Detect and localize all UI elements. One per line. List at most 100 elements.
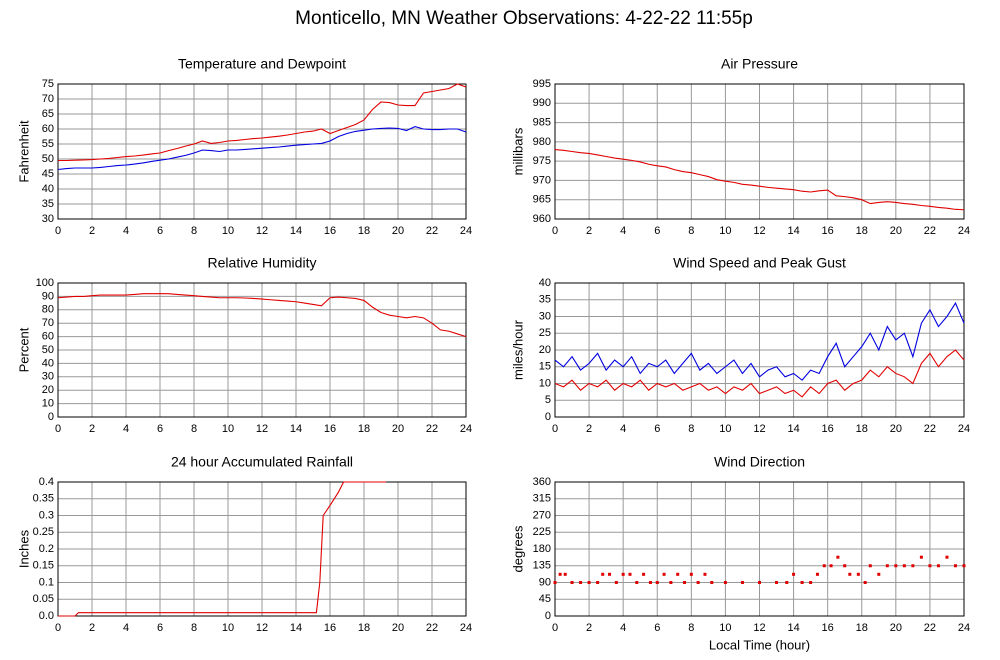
y-tick-label: 15	[539, 361, 551, 373]
data-point	[579, 581, 583, 584]
y-tick-label: 55	[42, 138, 54, 150]
x-tick-label: 22	[924, 225, 936, 237]
data-point	[936, 564, 940, 568]
data-point	[683, 581, 687, 584]
y-tick-label: 40	[42, 357, 54, 369]
x-axis-label: Local Time (hour)	[709, 637, 810, 652]
data-point	[608, 572, 612, 576]
data-line	[554, 349, 965, 398]
data-point	[614, 581, 618, 584]
y-tick-label: 270	[533, 509, 551, 521]
panel-title: Temperature and Dewpoint	[178, 56, 346, 72]
y-tick-label: 360	[533, 476, 551, 488]
plot-frame	[554, 83, 965, 220]
x-tick-label: 2	[586, 225, 592, 237]
x-tick-label: 14	[290, 225, 302, 237]
data-point	[648, 581, 652, 584]
x-tick-label: 6	[654, 225, 660, 237]
x-tick-label: 12	[753, 225, 765, 237]
x-tick-label: 0	[552, 225, 558, 237]
x-tick-label: 6	[157, 622, 163, 634]
x-tick-label: 8	[191, 622, 197, 634]
y-tick-label: 970	[533, 174, 551, 186]
y-axis-label: Inches	[16, 529, 31, 568]
x-tick-label: 10	[719, 423, 731, 435]
data-point	[655, 581, 659, 584]
data-point	[740, 581, 744, 584]
x-tick-label: 2	[586, 423, 592, 435]
data-line	[58, 481, 387, 617]
x-tick-label: 8	[191, 225, 197, 237]
y-tick-label: 20	[539, 344, 551, 356]
y-tick-label: 0.35	[33, 493, 54, 505]
y-tick-label: 980	[533, 136, 551, 148]
x-tick-label: 16	[822, 423, 834, 435]
x-tick-label: 12	[753, 423, 765, 435]
data-point	[902, 564, 906, 568]
data-point	[822, 564, 826, 568]
data-point	[911, 564, 915, 568]
y-tick-label: 0	[48, 411, 54, 423]
y-tick-label: 65	[42, 108, 54, 120]
x-tick-label: 12	[256, 225, 268, 237]
x-tick-label: 14	[787, 225, 799, 237]
data-point	[628, 572, 632, 576]
y-tick-label: 20	[42, 384, 54, 396]
y-axis-label: Percent	[16, 327, 31, 372]
y-tick-label: 990	[533, 97, 551, 109]
x-tick-label: 22	[924, 423, 936, 435]
x-tick-label: 10	[222, 423, 234, 435]
x-tick-label: 18	[856, 423, 868, 435]
data-point	[642, 572, 646, 576]
x-tick-label: 12	[753, 622, 765, 634]
data-point	[815, 572, 819, 576]
x-tick-label: 2	[586, 622, 592, 634]
x-tick-label: 14	[290, 423, 302, 435]
x-tick-label: 18	[856, 225, 868, 237]
data-point	[662, 572, 666, 576]
x-tick-label: 0	[55, 423, 61, 435]
data-point	[863, 581, 867, 584]
y-tick-label: 80	[42, 304, 54, 316]
panel-title: Wind Direction	[714, 454, 805, 470]
page-title: Monticello, MN Weather Observations: 4-2…	[295, 8, 753, 29]
data-point	[919, 555, 923, 559]
plot-frame	[57, 282, 467, 418]
x-tick-label: 20	[392, 423, 404, 435]
y-tick-label: 0.3	[39, 509, 54, 521]
panel-title: 24 hour Accumulated Rainfall	[171, 454, 353, 470]
data-point	[829, 564, 833, 568]
data-point	[635, 581, 639, 584]
x-tick-label: 6	[654, 423, 660, 435]
y-tick-label: 10	[42, 398, 54, 410]
y-axis-label: degrees	[510, 525, 525, 572]
y-tick-label: 35	[539, 294, 551, 306]
x-tick-label: 16	[324, 622, 336, 634]
data-point	[758, 581, 761, 584]
data-line	[554, 149, 965, 211]
data-point	[676, 572, 680, 576]
panel-title: Air Pressure	[721, 56, 798, 72]
panel-title: Relative Humidity	[208, 255, 317, 271]
y-tick-label: 90	[42, 290, 54, 302]
x-tick-label: 0	[55, 225, 61, 237]
data-point	[558, 572, 562, 576]
x-tick-label: 22	[924, 622, 936, 634]
x-tick-label: 8	[688, 423, 694, 435]
data-point	[696, 581, 700, 584]
data-point	[669, 581, 673, 584]
x-tick-label: 24	[460, 225, 472, 237]
y-tick-label: 30	[539, 310, 551, 322]
y-tick-label: 0.05	[33, 593, 54, 605]
data-point	[945, 555, 949, 559]
x-tick-label: 4	[620, 423, 626, 435]
x-tick-label: 14	[290, 622, 302, 634]
y-tick-label: 45	[42, 168, 54, 180]
data-point	[601, 572, 605, 576]
x-tick-label: 10	[222, 225, 234, 237]
x-tick-label: 20	[890, 423, 902, 435]
data-point	[848, 572, 852, 576]
x-tick-label: 14	[787, 423, 799, 435]
y-tick-label: 965	[533, 194, 551, 206]
data-line	[554, 301, 965, 381]
